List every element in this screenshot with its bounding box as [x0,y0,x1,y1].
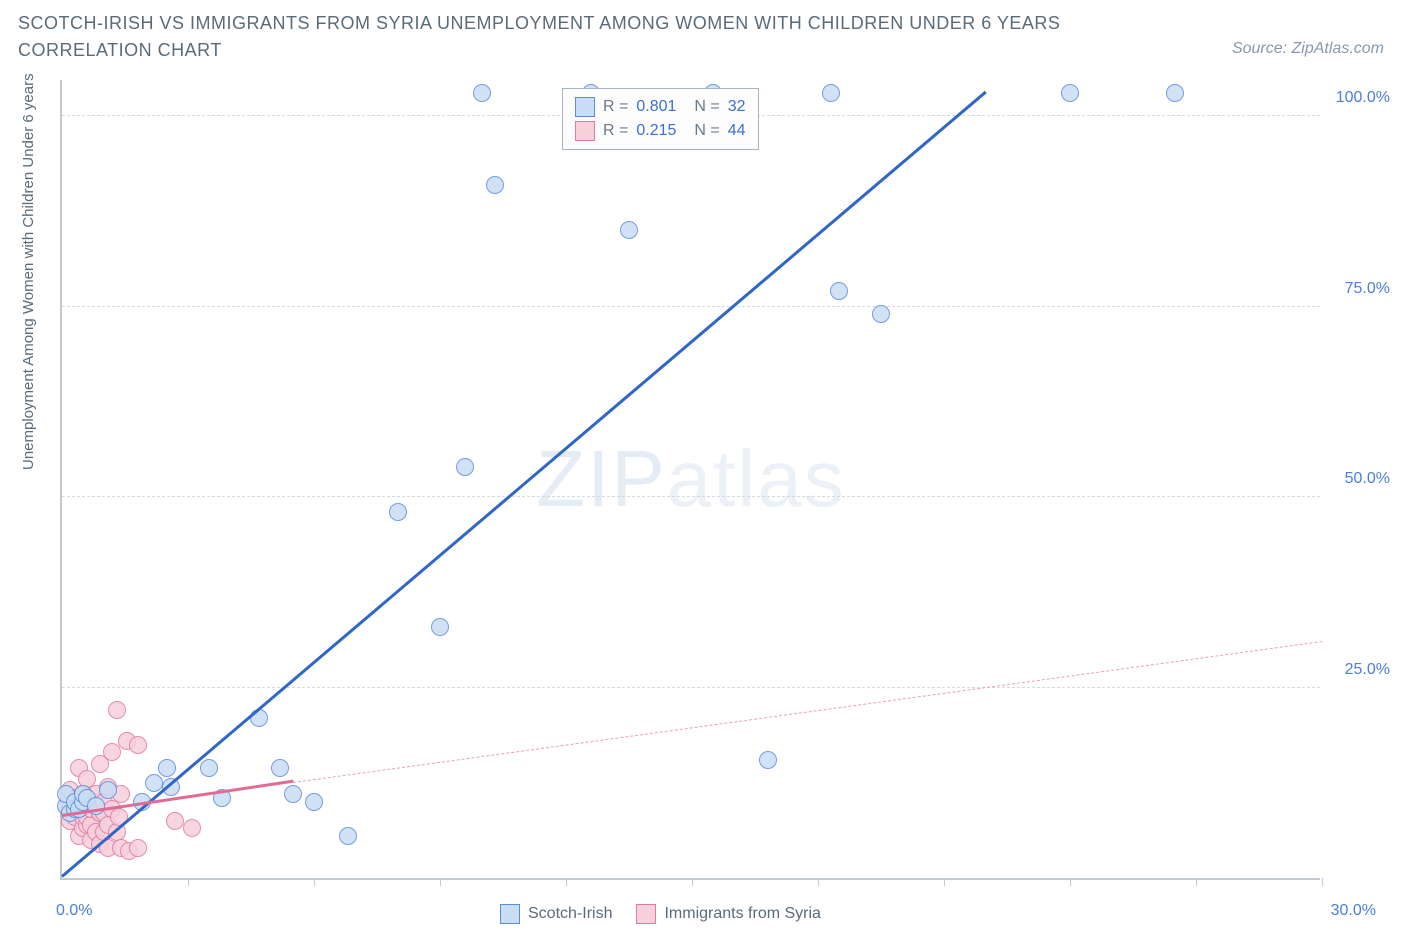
watermark: ZIPatlas [536,433,845,525]
x-tick [314,878,315,886]
data-point [129,736,147,754]
x-tick [818,878,819,886]
data-point [1166,84,1184,102]
data-point [486,176,504,194]
data-point [183,819,201,837]
data-point [431,618,449,636]
data-point [620,221,638,239]
x-tick [1196,878,1197,886]
x-tick [188,878,189,886]
data-point [872,305,890,323]
x-tick [692,878,693,886]
legend-swatch [636,904,656,924]
chart-title: SCOTCH-IRISH VS IMMIGRANTS FROM SYRIA UN… [18,10,1118,64]
legend-row-scotch-irish: R = 0.801N = 32 [575,95,746,119]
x-tick [1070,878,1071,886]
x-axis-max-label: 30.0% [1331,902,1376,920]
data-point [129,839,147,857]
x-tick [566,878,567,886]
data-point [158,759,176,777]
y-axis-label: Unemployment Among Women with Children U… [20,73,37,470]
x-tick [440,878,441,886]
data-point [822,84,840,102]
data-point [473,84,491,102]
data-point [759,751,777,769]
gridline [62,306,1320,307]
data-point [103,743,121,761]
trend-line [293,641,1322,783]
bottom-legend: Scotch-Irish Immigrants from Syria [500,904,821,924]
y-tick-label: 100.0% [1336,89,1390,107]
correlation-legend: R = 0.801N = 32R = 0.215N = 44 [562,88,759,150]
data-point [99,781,117,799]
legend-swatch [500,904,520,924]
legend-swatch [575,97,595,117]
legend-label: Immigrants from Syria [664,905,820,923]
data-point [339,827,357,845]
data-point [284,785,302,803]
y-tick-label: 25.0% [1345,661,1390,679]
legend-item-syria: Immigrants from Syria [636,904,820,924]
data-point [830,282,848,300]
y-tick-label: 50.0% [1345,470,1390,488]
data-point [389,503,407,521]
data-point [271,759,289,777]
x-tick [1322,878,1323,886]
y-tick-label: 75.0% [1345,280,1390,298]
trend-line [61,91,987,878]
gridline [62,687,1320,688]
source-label: Source: ZipAtlas.com [1232,40,1384,58]
legend-row-syria: R = 0.215N = 44 [575,119,746,143]
legend-swatch [575,121,595,141]
data-point [166,812,184,830]
data-point [305,793,323,811]
data-point [108,701,126,719]
data-point [456,458,474,476]
data-point [1061,84,1079,102]
legend-item-scotch-irish: Scotch-Irish [500,904,612,924]
gridline [62,496,1320,497]
legend-label: Scotch-Irish [528,905,612,923]
x-axis-min-label: 0.0% [56,902,92,920]
x-tick [944,878,945,886]
scatter-plot: ZIPatlas 25.0%50.0%75.0%100.0%R = 0.801N… [60,80,1320,880]
data-point [200,759,218,777]
